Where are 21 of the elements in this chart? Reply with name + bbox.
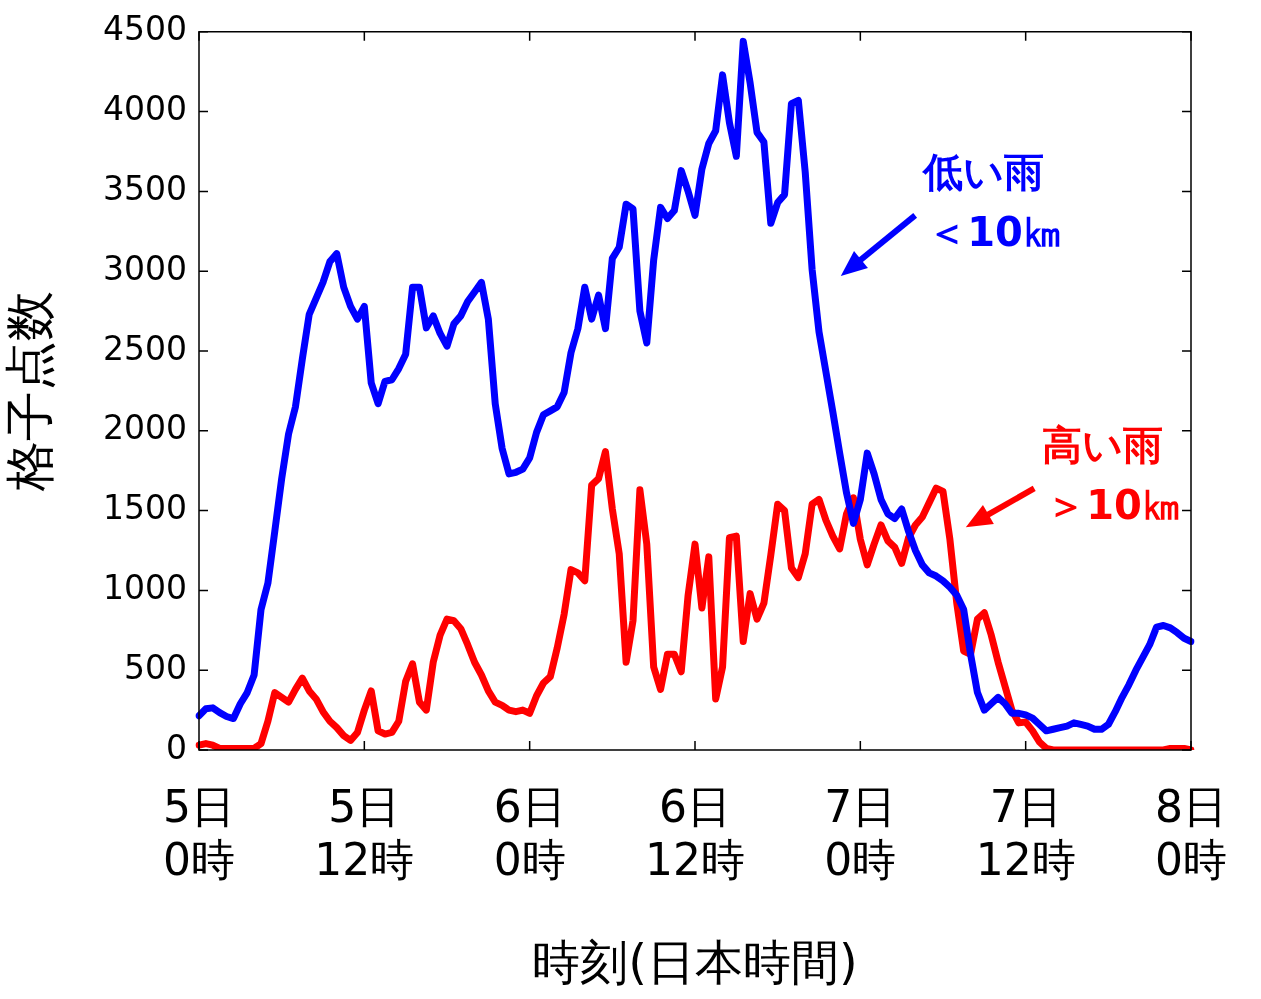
y-axis-title: 格子点数 bbox=[0, 290, 59, 492]
y-tick-label: 4500 bbox=[103, 9, 187, 49]
x-tick-label: 8日 0時 bbox=[1155, 780, 1227, 885]
y-tick-label: 1000 bbox=[103, 567, 187, 607]
y-tick-label: 0 bbox=[166, 727, 187, 767]
x-tick-label: 6日 0時 bbox=[493, 780, 566, 885]
x-tick-label: 6日 12時 bbox=[645, 780, 745, 885]
y-tick-label: 4000 bbox=[103, 89, 187, 129]
x-tick-label: 5日 0時 bbox=[163, 780, 235, 885]
y-tick-label: 3000 bbox=[103, 248, 187, 288]
x-axis-title: 時刻(日本時間) bbox=[532, 933, 858, 990]
x-tick-label: 5日 12時 bbox=[314, 780, 415, 885]
y-tick-label: 2500 bbox=[103, 328, 187, 368]
annotation: 低い雨＜10㎞ bbox=[921, 148, 1063, 255]
y-tick-label: 3500 bbox=[103, 168, 187, 208]
x-tick-label: 7日 0時 bbox=[824, 780, 897, 885]
y-tick-label: 500 bbox=[124, 647, 187, 687]
y-tick-label: 2000 bbox=[103, 408, 187, 448]
x-tick-label: 7日 12時 bbox=[975, 780, 1076, 885]
y-tick-label: 1500 bbox=[103, 488, 187, 528]
annotation: 高い雨＞10㎞ bbox=[1042, 421, 1182, 528]
